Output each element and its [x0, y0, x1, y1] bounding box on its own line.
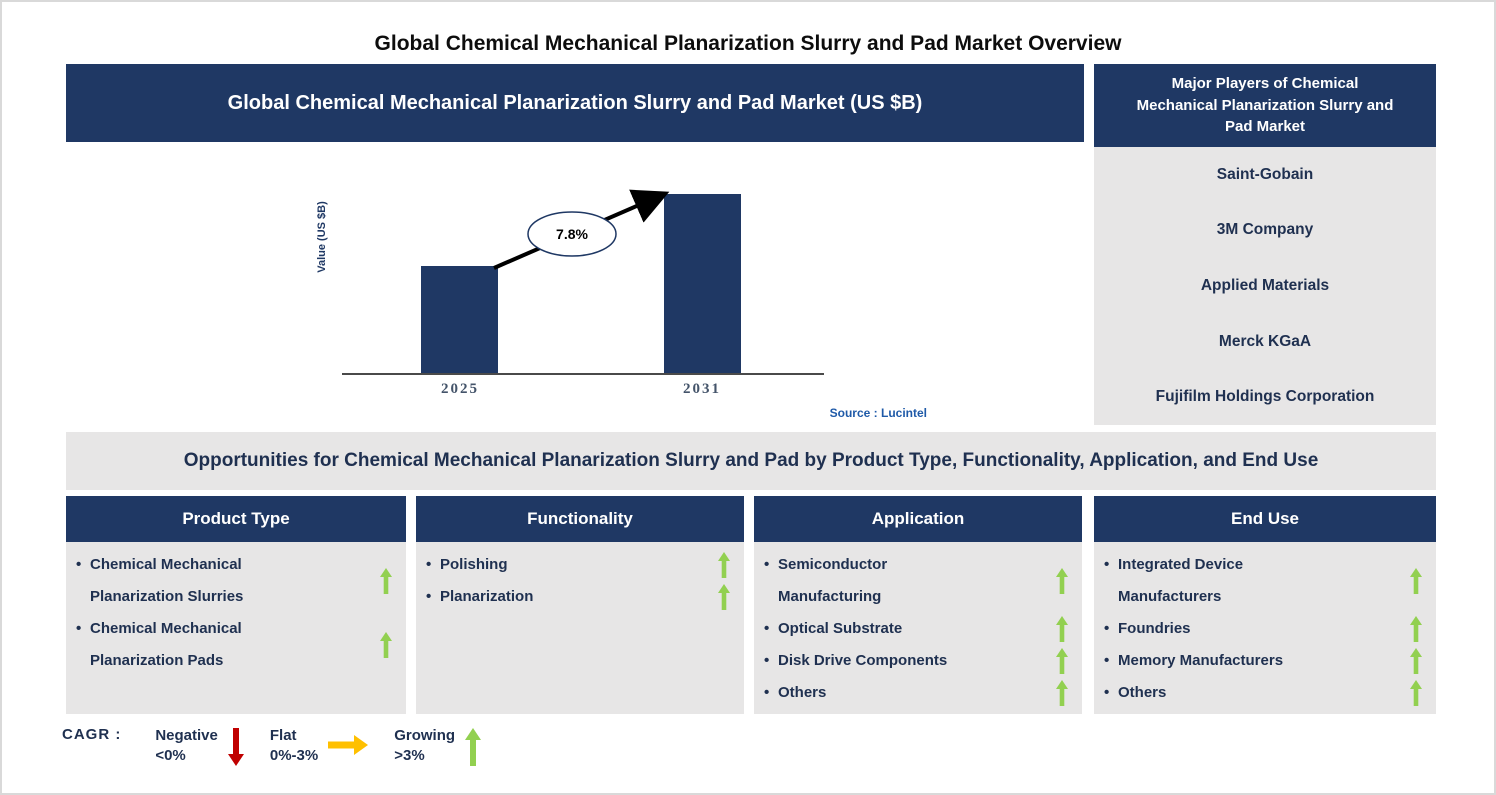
growth-arrow — [493, 189, 670, 270]
growing-up-arrow-icon — [1056, 680, 1068, 706]
legend-entry-range: <0% — [155, 747, 186, 764]
list-item: Others — [1104, 677, 1422, 709]
growing-up-arrow-icon — [1056, 616, 1068, 642]
major-players-header-text: Major Players of Chemical Mechanical Pla… — [1136, 74, 1394, 136]
list-item-text: Polishing — [426, 549, 508, 581]
list-item: Optical Substrate — [764, 613, 1068, 645]
major-players-header: Major Players of Chemical Mechanical Pla… — [1094, 64, 1436, 147]
legend-entry-flat: Flat 0%-3% — [270, 726, 382, 766]
legend-entry-name: Negative — [155, 727, 218, 744]
growing-up-arrow-icon — [718, 584, 730, 610]
column-header: Application — [754, 496, 1082, 542]
x-tick-2031: 2031 — [683, 381, 721, 397]
player-name: Merck KGaA — [1218, 332, 1312, 350]
legend-entry-negative: Negative <0% — [155, 726, 258, 766]
column-header: Product Type — [66, 496, 406, 542]
bar-2031 — [664, 194, 741, 373]
cagr-legend: CAGR : Negative <0% Flat 0%-3% Growing >… — [62, 726, 495, 766]
major-players-list: Saint-Gobain 3M Company Applied Material… — [1094, 147, 1436, 425]
list-item: Memory Manufacturers — [1104, 645, 1422, 677]
growing-up-arrow-icon — [1056, 568, 1068, 594]
list-item: Disk Drive Components — [764, 645, 1068, 677]
growing-up-arrow-icon — [465, 728, 482, 766]
negative-down-arrow-icon — [227, 728, 244, 766]
x-axis-line — [342, 373, 824, 375]
x-tick-2025: 2025 — [441, 381, 479, 397]
growing-up-arrow-icon — [718, 552, 730, 578]
list-item: Semiconductor Manufacturing — [764, 549, 1068, 613]
growing-up-arrow-icon — [1410, 648, 1422, 674]
growing-up-arrow-icon — [1410, 616, 1422, 642]
list-item: Chemical Mechanical Planarization Slurri… — [76, 549, 392, 613]
y-axis-label: Value (US $B) — [316, 201, 328, 273]
legend-entry-growing: Growing >3% — [394, 726, 495, 766]
column-body: Polishing Planarization — [416, 542, 744, 714]
list-item: Foundries — [1104, 613, 1422, 645]
chart-title-banner: Global Chemical Mechanical Planarization… — [66, 64, 1084, 142]
player-name: 3M Company — [1216, 221, 1314, 239]
player-name: Applied Materials — [1200, 276, 1330, 294]
list-item-text: Optical Substrate — [764, 613, 902, 645]
player-name: Fujifilm Holdings Corporation — [1155, 388, 1375, 406]
legend-entry-name: Growing — [394, 727, 456, 744]
page-title: Global Chemical Mechanical Planarization… — [374, 32, 1122, 55]
list-item-text: Planarization — [426, 581, 533, 613]
list-item-text: Others — [764, 677, 826, 709]
list-item-text: Others — [1104, 677, 1166, 709]
column-body: Semiconductor Manufacturing Optical Subs… — [754, 542, 1082, 714]
column-end-use: End Use Integrated Device Manufacturers … — [1094, 496, 1436, 714]
list-item-text: Disk Drive Components — [764, 645, 947, 677]
list-item-text: Integrated Device Manufacturers — [1104, 549, 1318, 613]
player-name: Saint-Gobain — [1216, 165, 1314, 183]
cagr-arrow-annotation: 7.8% — [493, 189, 670, 270]
column-body: Integrated Device Manufacturers Foundrie… — [1094, 542, 1436, 714]
column-header: Functionality — [416, 496, 744, 542]
column-product-type: Product Type Chemical Mechanical Planari… — [66, 496, 406, 714]
cagr-legend-label: CAGR : — [62, 726, 122, 743]
list-item: Polishing — [426, 549, 730, 581]
list-item: Chemical Mechanical Planarization Pads — [76, 613, 392, 677]
list-item: Others — [764, 677, 1068, 709]
list-item-text: Chemical Mechanical Planarization Pads — [76, 613, 290, 677]
list-item-text: Foundries — [1104, 613, 1191, 645]
growing-up-arrow-icon — [1056, 648, 1068, 674]
growing-up-arrow-icon — [380, 632, 392, 658]
growing-up-arrow-icon — [1410, 680, 1422, 706]
growing-up-arrow-icon — [1410, 568, 1422, 594]
bar-2025 — [421, 266, 498, 373]
column-body: Chemical Mechanical Planarization Slurri… — [66, 542, 406, 714]
list-item-text: Chemical Mechanical Planarization Slurri… — [76, 549, 290, 613]
flat-right-arrow-icon — [328, 735, 369, 755]
column-application: Application Semiconductor Manufacturing … — [754, 496, 1082, 714]
major-players-panel: Major Players of Chemical Mechanical Pla… — [1094, 64, 1436, 425]
bar-chart: Value (US $B) 2025 2031 7.8% Source : Lu… — [66, 142, 1084, 432]
legend-entry-range: 0%-3% — [269, 747, 319, 764]
growing-up-arrow-icon — [380, 568, 392, 594]
opportunities-heading: Opportunities for Chemical Mechanical Pl… — [183, 449, 1319, 471]
list-item-text: Semiconductor Manufacturing — [764, 549, 978, 613]
column-functionality: Functionality Polishing Planarization — [416, 496, 744, 714]
opportunities-banner: Opportunities for Chemical Mechanical Pl… — [66, 432, 1436, 490]
column-header: End Use — [1094, 496, 1436, 542]
cagr-ellipse — [527, 211, 617, 257]
list-item: Planarization — [426, 581, 730, 613]
chart-title-text: Global Chemical Mechanical Planarization… — [227, 91, 923, 114]
source-note: Source : Lucintel — [829, 406, 927, 420]
list-item: Integrated Device Manufacturers — [1104, 549, 1422, 613]
legend-entry-name: Flat — [269, 727, 297, 744]
legend-entry-range: >3% — [394, 747, 425, 764]
cagr-value: 7.8% — [556, 226, 588, 242]
list-item-text: Memory Manufacturers — [1104, 645, 1283, 677]
